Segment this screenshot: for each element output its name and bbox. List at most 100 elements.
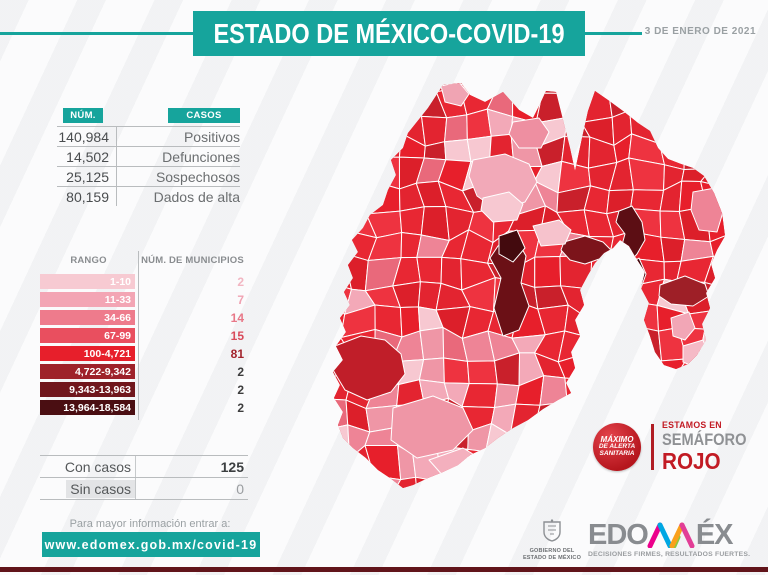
municipality-cell	[724, 254, 725, 290]
vertical-divider	[651, 424, 654, 470]
municipality-cell	[629, 95, 665, 119]
municipality-cell	[726, 110, 733, 136]
cases-col-num-header: NÚM.	[63, 108, 103, 123]
municipality-cell	[560, 473, 592, 488]
cases-value: 140,984	[57, 127, 117, 146]
municipality-cell	[333, 189, 353, 216]
legend-swatch: 34-66	[40, 310, 135, 325]
legend-count: 14	[230, 310, 244, 325]
municipality-cell	[677, 494, 701, 496]
municipios-col-header: NÚM. DE MUNICIPIOS	[141, 255, 244, 266]
municipality-cell	[444, 114, 468, 143]
municipality-cell	[435, 469, 467, 488]
max-alert-badge-icon: MÁXIMO DE ALERTA SANITARIA	[593, 423, 641, 471]
municipality-cell	[508, 83, 545, 95]
badge-line: MÁXIMO	[600, 434, 634, 444]
municipality-cell	[419, 327, 445, 361]
gov-line1: GOBIERNO DEL	[529, 548, 575, 554]
legend-row: 1-10 2	[40, 274, 248, 289]
legend-row: 13,964-18,584 2	[40, 400, 248, 415]
cases-value: 80,159	[57, 187, 117, 206]
municipality-cell	[345, 180, 374, 216]
semaforo-line1: ESTAMOS EN	[662, 420, 722, 432]
municipality-cell	[520, 454, 540, 484]
municipality-cell	[658, 475, 686, 488]
municipality-cell	[611, 348, 635, 387]
municipality-cell	[371, 110, 402, 140]
municipality-cell	[412, 83, 441, 93]
header-rule-left	[0, 32, 193, 35]
legend-count: 81	[230, 346, 244, 361]
totals-value: 125	[220, 458, 244, 475]
municipality-dark-strip-center-top	[498, 229, 526, 263]
table-row: 80,159 Dados de alta	[57, 186, 240, 206]
municipality-cell	[333, 252, 352, 290]
legend-swatch: 9,343-13,963	[40, 382, 135, 397]
badge-line: DE ALERTA	[598, 443, 636, 451]
municipality-pink-nw-1	[440, 83, 470, 107]
municipality-cell	[608, 494, 631, 496]
municipality-cell	[394, 83, 425, 90]
cases-col-cases-header: CASOS	[168, 108, 240, 123]
municipality-cell	[399, 206, 425, 236]
legend-row: 100-4,721 81	[40, 346, 248, 361]
municipality-cell	[700, 325, 725, 363]
cases-label: Defunciones	[162, 148, 240, 165]
municipality-cell	[561, 83, 593, 95]
municipality-cell	[727, 303, 733, 337]
municipality-cell	[681, 168, 713, 183]
municipality-cell	[608, 301, 638, 329]
covid-url-link[interactable]: www.edomex.gob.mx/covid-19	[42, 532, 260, 557]
range-col-header: RANGO	[70, 255, 107, 266]
municipality-cell	[562, 421, 590, 456]
municipality-cell	[631, 381, 660, 408]
title-banner: ESTADO DE MÉXICO-COVID-19	[193, 11, 585, 56]
municipality-cell	[536, 451, 568, 483]
edomex-choropleth-map	[333, 83, 733, 496]
legend-count: 2	[237, 400, 244, 415]
cases-value: 14,502	[57, 147, 117, 166]
table-row: 140,984 Positivos	[57, 126, 240, 146]
edomex-logo: EDO ÉX DECISIONES FIRMES, RESULTADOS FUE…	[588, 518, 760, 559]
municipality-cell	[488, 83, 514, 95]
municipality-cell	[534, 255, 562, 288]
municipality-cell	[633, 301, 660, 332]
municipality-cell	[333, 133, 342, 162]
range-legend-table: RANGO NÚM. DE MUNICIPIOS 1-10 2 11-33 7 …	[40, 251, 248, 420]
totals-table: Con casos 125 Sin casos 0	[40, 455, 248, 500]
municipality-cell	[416, 256, 443, 284]
municipality-cell	[557, 330, 594, 363]
municipality-cell	[533, 430, 568, 458]
table-row: Sin casos 0	[40, 477, 248, 499]
municipality-cell	[654, 83, 680, 97]
legend-swatch: 11-33	[40, 292, 135, 307]
legend-row: 4,722-9,342 2	[40, 364, 248, 379]
brand-slogan: DECISIONES FIRMES, RESULTADOS FUERTES.	[588, 551, 751, 558]
municipality-cell	[678, 84, 710, 122]
municipality-red-blob-west	[333, 335, 406, 401]
municipality-cell	[676, 478, 703, 488]
totals-label: Con casos	[64, 458, 131, 475]
municipality-cell	[632, 351, 663, 387]
municipality-cell	[340, 133, 373, 161]
municipality-cell	[683, 135, 713, 171]
column-divider	[138, 251, 139, 420]
legend-row: 11-33 7	[40, 292, 248, 307]
municipality-cell	[609, 373, 634, 408]
municipality-cell	[729, 188, 733, 215]
municipality-pink-nw-2	[508, 117, 550, 149]
municipality-cell	[660, 236, 686, 263]
table-row: Con casos 125	[40, 455, 248, 477]
totals-label: Sin casos	[66, 479, 135, 498]
municipality-cell	[333, 159, 353, 191]
legend-count: 2	[237, 274, 244, 289]
municipality-cell	[539, 375, 568, 406]
municipality-cell	[724, 378, 725, 411]
municipality-cell	[638, 83, 658, 100]
municipality-cell	[415, 476, 443, 488]
municipality-cell	[656, 375, 680, 405]
municipality-cell	[566, 85, 590, 123]
municipality-cell	[629, 189, 665, 212]
municipality-cell	[659, 494, 683, 496]
